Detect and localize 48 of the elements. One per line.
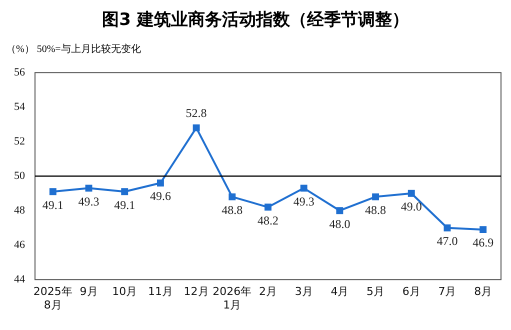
point [156,180,164,186]
point [121,188,128,196]
x-tick-label: 6月 [402,285,420,298]
x-tick-label: 2月 [259,285,277,298]
y-tick-label: 56 [14,66,26,78]
x-tick-label: 10月 [112,285,138,298]
point [192,124,200,132]
point [372,193,380,200]
x-tick-label: 12月 [184,285,209,298]
point [300,184,308,192]
x-tick-label: 2026年1月 [212,285,252,312]
point [85,184,92,192]
x-tick-label: 8月 [474,285,492,298]
point [480,226,487,234]
x-tick-label: 5月 [366,285,385,298]
y-tick-label: 44 [14,273,26,286]
y-tick-label: 46 [14,238,26,251]
x-tick-label: 2025年8月 [33,285,72,312]
chart-subtitle: （%） 50%=与上月比较无变化 [6,42,142,56]
text: 49.3 [78,194,100,208]
x-tick-label: 7月 [438,285,456,298]
point [228,193,236,200]
text: 52.8 [186,106,207,120]
x-tick-label: 11月 [148,285,173,298]
y-tick-label: 50 [14,170,26,182]
y-tick-label: 54 [14,100,26,113]
x-tick-label: 3月 [294,285,313,298]
y-tick-label: 48 [14,204,26,216]
text: 48.8 [222,202,243,217]
text: 49.6 [150,189,171,204]
text: 48.0 [329,216,350,231]
chart-title: 图3 建筑业商务活动指数（经季节调整） [101,9,410,32]
text: 47.0 [436,234,458,248]
text: 48.8 [365,202,386,217]
point [336,207,344,214]
text: 46.9 [472,236,494,250]
point [49,188,56,196]
point [264,204,272,211]
x-tick-label: 9月 [80,285,98,298]
text: 49.0 [400,200,422,214]
text: 49.1 [114,198,136,212]
y-tick-label: 52 [14,135,25,148]
text: 48.2 [258,213,278,228]
point [408,190,415,197]
x-tick-label: 4月 [330,285,349,298]
point [444,224,451,232]
text: 49.3 [293,194,314,208]
text: 49.1 [42,198,64,212]
